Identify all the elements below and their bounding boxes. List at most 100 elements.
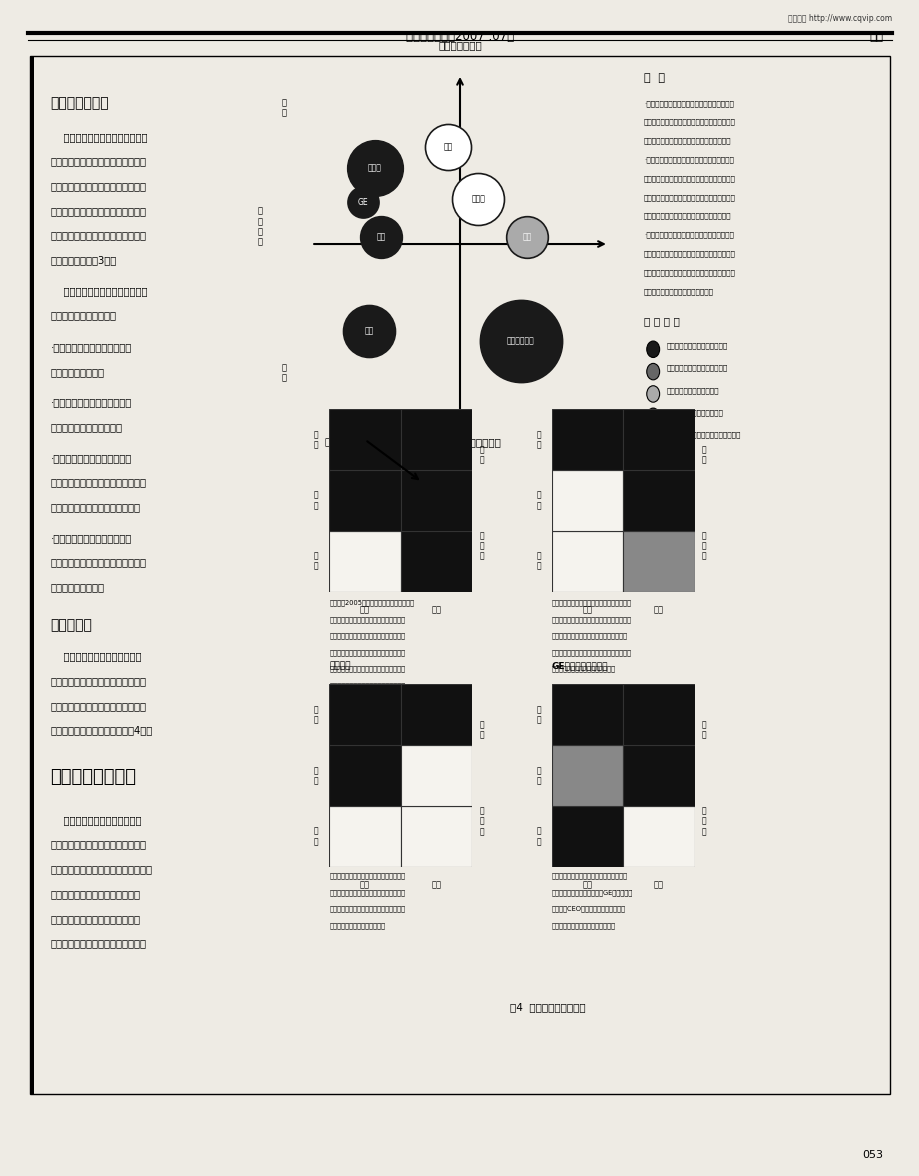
Text: 内部: 内部 [582,606,592,615]
Text: 企业大学始终是为企业整体战: 企业大学始终是为企业整体战 [51,652,141,662]
Text: 高
层: 高 层 [536,430,540,449]
Point [440,138,455,156]
Text: 服务对象和开放程度，进而决定了培: 服务对象和开放程度，进而决定了培 [51,156,146,167]
Text: 择。但在开始着手创建自己的企业大: 择。但在开始着手创建自己的企业大 [51,938,146,949]
Text: 对象，企业基层员工的培训则由各业务部门: 对象，企业基层员工的培训则由各业务部门 [329,906,405,913]
Text: 要培养中高层还是中基层？: 要培养中高层还是中基层？ [51,422,122,433]
Text: 大，成为专业从事商业管理及个人职业技能培: 大，成为专业从事商业管理及个人职业技能培 [551,649,631,656]
Bar [623,470,694,530]
Text: 摩托罗拉大学: 摩托罗拉大学 [506,336,534,346]
Bar [329,530,401,592]
Text: 高
层: 高 层 [536,706,540,724]
Bar [551,746,623,806]
Text: 部员工转变成主要为其客户、供应商、战略: 部员工转变成主要为其客户、供应商、战略 [329,633,405,640]
Text: 伙伴和其他潜在顶客提供培训和咋询，与更: 伙伴和其他潜在顶客提供培训和咋询，与更 [329,649,405,656]
Text: 略发展服务，当企业发生变革，转变: 略发展服务，当企业发生变革，转变 [51,676,146,687]
Text: ·外向型企业大学根据企业的实际情况，可选择: ·外向型企业大学根据企业的实际情况，可选择 [643,232,733,239]
Text: 基
层: 基 层 [313,827,318,846]
Text: 以中基层为主的内向型企业大学: 以中基层为主的内向型企业大学 [666,365,728,372]
Text: ·如果立足于内部人才培养，主: ·如果立足于内部人才培养，主 [51,397,131,408]
Text: 的一种形式。在一些业务多元化的大: 的一种形式。在一些业务多元化的大 [51,840,146,850]
Text: 的成功管理经验，帮助中国董墓客户的高层管: 的成功管理经验，帮助中国董墓客户的高层管 [551,616,631,623]
Text: 供
应
链: 供 应 链 [479,532,483,561]
Text: 业链上的其他企业是否有吸引力？: 业链上的其他企业是否有吸引力？ [51,502,141,513]
Text: 如何创建企业大学: 如何创建企业大学 [51,768,136,786]
Bar [30,56,889,1094]
Text: 竞争优势，如企业知名度、课程开发: 竞争优势，如企业知名度、课程开发 [51,557,146,568]
Text: 麦当劳: 麦当劳 [368,163,381,172]
Text: 以中高层为主的内向型企业大学: 以中高层为主的内向型企业大学 [666,342,728,349]
Bar [329,746,401,806]
Bar [551,684,623,746]
Text: 定企业大学的定位呢？通常情况下，: 定企业大学的定位呢？通常情况下， [51,206,146,216]
Bar [551,530,623,592]
Text: 逐渐为战略性合作伙伴提供培训服务: 逐渐为战略性合作伙伴提供培训服务 [551,922,616,929]
Text: 外部: 外部 [653,881,664,890]
Text: 提升企业形象支援经济救益（如嘉普商学院）: 提升企业形象支援经济救益（如嘉普商学院） [643,213,731,220]
Text: 区的战略重心发生重大转移，从主要培训内: 区的战略重心发生重大转移，从主要培训内 [329,616,405,623]
Text: 摩托罗拉大学: 摩托罗拉大学 [329,386,361,395]
Bar [623,409,694,470]
Text: 型公司，存在着多种不同的培训需求，: 型公司，存在着多种不同的培训需求， [51,864,153,875]
Circle shape [646,341,659,358]
Text: 能力和培训师资等？: 能力和培训师资等？ [51,582,105,593]
Text: 北大商业评论／2007 .07／: 北大商业评论／2007 .07／ [405,29,514,44]
Text: ·服务于企业内部员工，还是服: ·服务于企业内部员工，还是服 [51,342,131,353]
Text: ·内向型企业大学专注于内部员工的培训，定位: ·内向型企业大学专注于内部员工的培训，定位 [643,100,733,107]
Text: 为企业界CEO的摇蓝；在发展过程中，: 为企业界CEO的摇蓝；在发展过程中， [551,906,625,913]
Text: 或企业内的其它培训部门来完成: 或企业内的其它培训部门来完成 [329,922,385,929]
Bar [401,806,471,867]
Text: 社
会: 社 会 [479,721,483,740]
Point [368,159,382,178]
Point [513,332,528,350]
Text: GE: GE [357,198,368,207]
Bar [401,409,471,470]
Text: 海尔: 海尔 [443,142,452,152]
Text: 开 放 程 度: 开 放 程 度 [643,316,679,327]
Text: 在为企业大学进行定位时，需明: 在为企业大学进行定位时，需明 [51,286,147,296]
Text: 基
层: 基 层 [536,827,540,846]
Circle shape [646,386,659,402]
Bar [623,684,694,746]
Text: 战略定位决策图: 战略定位决策图 [51,96,109,111]
Text: 内部: 内部 [582,881,592,890]
Text: 说明：对内部各级别的员工进行能力培训，: 说明：对内部各级别的员工进行能力培训， [551,873,628,880]
Text: 中
层: 中 层 [313,766,318,786]
Text: 多亚太地区包括中国的企业结盟，建立更广: 多亚太地区包括中国的企业结盟，建立更广 [329,666,405,673]
Bar [551,470,623,530]
Text: 面向供应链体系的主要是为了支持企业业务的发: 面向供应链体系的主要是为了支持企业业务的发 [643,175,735,182]
Bar [623,746,694,806]
Text: 图3  企业大学定位决策矩阵: 图3 企业大学定位决策矩阵 [419,437,500,448]
Text: 说明：嘉普商学院的成立初衷是分享嘉普多年: 说明：嘉普商学院的成立初衷是分享嘉普多年 [551,600,631,607]
Text: 企业大学定位图: 企业大学定位图 [437,40,482,49]
Point [519,228,534,247]
Bar [401,530,471,592]
Text: 供
应
链: 供 应 链 [701,532,706,561]
Text: ·是否需要通过培训业务来整合: ·是否需要通过培训业务来整合 [51,453,131,463]
Circle shape [646,408,659,425]
Text: 面向社会的外向型企业大学: 面向社会的外向型企业大学 [666,387,719,394]
Text: 图4  企业大学定位转变图: 图4 企业大学定位转变图 [509,1002,584,1013]
Text: 说明：从2005年起，摩托罗拉大学在亚太地: 说明：从2005年起，摩托罗拉大学在亚太地 [329,600,414,607]
Text: 给企业人力资源部（如嘉普商学院）: 给企业人力资源部（如嘉普商学院） [643,288,713,295]
Text: 训工作的内容和方式。那么，怎样确: 训工作的内容和方式。那么，怎样确 [51,181,146,192]
Text: 定位也应随之改变和调整（见图4）。: 定位也应随之改变和调整（见图4）。 [51,726,153,736]
Text: 平安: 平安 [376,233,385,241]
Bar [401,470,471,530]
Text: ·外向型企业大学因其主要目标不同分为两种：: ·外向型企业大学因其主要目标不同分为两种： [643,156,733,163]
Bar [551,806,623,867]
Text: 西门子: 西门子 [471,194,484,203]
Text: 价値链，企业所提供的培训业务对产: 价値链，企业所提供的培训业务对产 [51,477,146,488]
Bar [329,470,401,530]
Text: 基
层: 基 层 [313,552,318,570]
Text: 基
层: 基 层 [536,552,540,570]
Text: 战略目标和发展方向时，企业大学的: 战略目标和发展方向时，企业大学的 [51,701,146,711]
Circle shape [646,363,659,380]
Text: 丰田: 丰田 [364,326,373,335]
Text: 报香营讯 http://www.cqvip.com: 报香营讯 http://www.cqvip.com [788,14,891,24]
Text: 组建企业大学可能是一种很好的选: 组建企业大学可能是一种很好的选 [51,914,141,924]
Text: 面向供应链的外向型企业大学: 面向供应链的外向型企业大学 [666,409,723,416]
Text: 描  述: 描 述 [643,73,664,83]
Text: 尤其以培育力发展培训见长，GE因此更被誉: 尤其以培育力发展培训见长，GE因此更被誉 [551,889,632,896]
Text: 管理学院、爱立信商学院），或将内部培训分离: 管理学院、爱立信商学院），或将内部培训分离 [643,269,735,276]
